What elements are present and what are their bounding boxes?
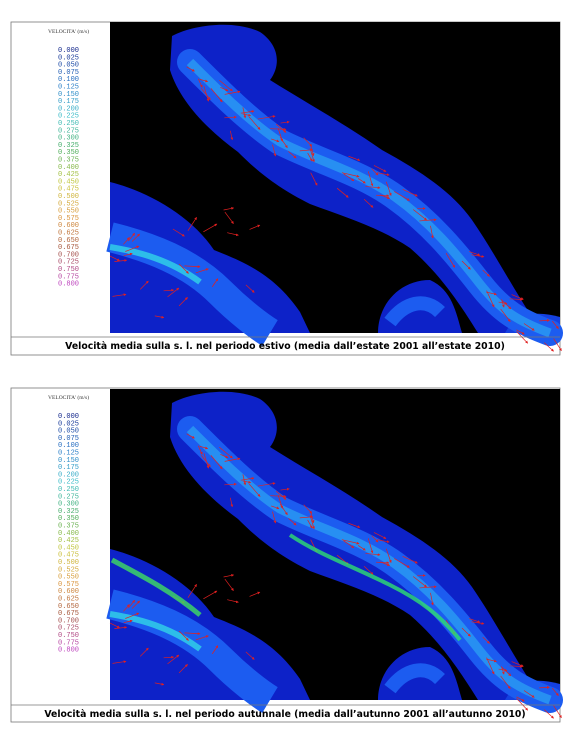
legend: 0.0000.0250.0500.0750.1000.1250.1500.175… xyxy=(58,413,79,655)
legend-title: VELOCITA' (m/s) xyxy=(48,394,89,401)
legend-title: VELOCITA' (m/s) xyxy=(48,28,89,35)
map-view xyxy=(110,389,561,718)
legend-value: 0.800 xyxy=(58,281,79,289)
page: VELOCITA' (m/s) 0.0000.0250.0500.0750.10… xyxy=(0,0,563,731)
caption: Velocità media sulla s. l. nel periodo e… xyxy=(65,341,505,352)
legend-value: 0.800 xyxy=(58,647,79,655)
figure-1: VELOCITA' (m/s) 0.0000.0250.0500.0750.10… xyxy=(11,22,561,355)
map-view xyxy=(110,22,561,351)
figure-2: VELOCITA' (m/s) 0.0000.0250.0500.0750.10… xyxy=(11,388,561,722)
caption: Velocità media sulla s. l. nel periodo a… xyxy=(44,709,525,720)
legend: 0.0000.0250.0500.0750.1000.1250.1500.175… xyxy=(58,47,79,289)
